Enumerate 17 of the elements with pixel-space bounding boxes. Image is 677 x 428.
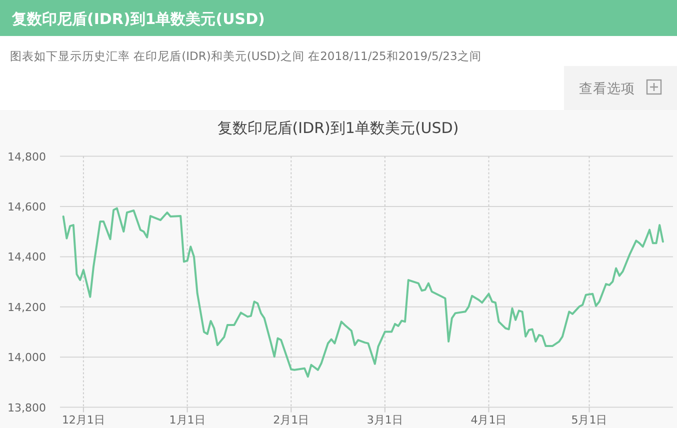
x-tick-label: 4月1日	[470, 413, 507, 426]
x-tick-label: 1月1日	[169, 413, 206, 426]
y-tick-label: 14,800	[8, 150, 46, 164]
x-tick-label: 3月1日	[366, 413, 403, 426]
text: 查看选项	[579, 81, 635, 97]
chart-title: 复数印尼盾(IDR)到1单数美元(USD)	[217, 119, 459, 137]
y-tick-label: 14,200	[8, 300, 46, 314]
line-series	[62, 207, 664, 378]
chart-subtitle: 图表如下显示历史汇率 在印尼盾(IDR)和美元(USD)之间 在2018/11/25和2019/5/23之间	[10, 49, 482, 63]
y-tick-label: 14,000	[8, 351, 46, 364]
text: 复数印尼盾(IDR)到1单数美元(USD)	[11, 10, 265, 28]
y-tick-label: 14,600	[8, 200, 46, 214]
x-tick-label: 5月1日	[571, 413, 608, 426]
x-tick-label: 12月1日	[62, 413, 105, 426]
x-tick-label: 2月1日	[273, 413, 310, 426]
y-tick-label: 13,800	[8, 401, 46, 414]
y-tick-label: 14,400	[8, 250, 46, 264]
